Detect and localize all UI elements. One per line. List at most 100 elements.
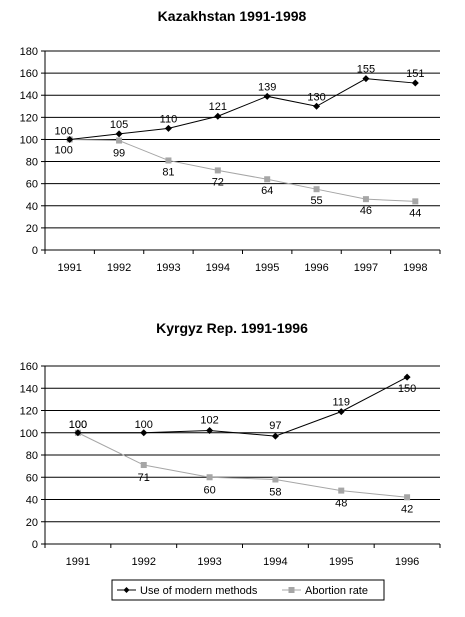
kazakhstan-chart: Kazakhstan 1991-1998 0 20 40 60 80 100 120 140 1… (20, 8, 441, 274)
y-tick-label: 80 (26, 157, 38, 169)
series-line-modern-methods (77, 376, 408, 437)
data-label-abortion-rate: 71 (138, 472, 150, 484)
y-tick-label: 80 (26, 450, 38, 462)
data-point-modern-methods (411, 79, 419, 87)
kazakhstan-chart-title: Kazakhstan 1991-1998 (158, 8, 307, 24)
y-tick-label: 180 (20, 46, 38, 58)
x-tick-label: 1997 (354, 262, 378, 274)
data-point-modern-methods (362, 75, 370, 83)
data-point-modern-methods (403, 373, 411, 381)
series-line-modern-methods (69, 78, 416, 140)
data-label-abortion-rate: 100 (69, 419, 87, 431)
x-tick-label: 1993 (156, 262, 180, 274)
data-label-modern-methods: 100 (135, 419, 153, 431)
data-label-abortion-rate: 46 (360, 205, 372, 217)
data-point-abortion-rate (313, 186, 320, 193)
data-point-modern-methods (271, 432, 279, 440)
data-point-abortion-rate (404, 494, 411, 501)
data-label-abortion-rate: 44 (409, 207, 421, 219)
data-point-modern-methods (337, 408, 345, 416)
data-label-abortion-rate: 58 (269, 486, 281, 498)
y-tick-label: 120 (20, 406, 38, 418)
x-tick-label: 1992 (107, 262, 131, 274)
data-point-modern-methods (313, 102, 321, 110)
y-tick-label: 100 (20, 428, 38, 440)
x-tick-label: 1992 (132, 556, 156, 568)
x-tick-label: 1994 (263, 556, 287, 568)
data-point-modern-methods (164, 124, 172, 132)
data-label-abortion-rate: 64 (261, 185, 273, 197)
legend-box (111, 579, 385, 601)
data-label-abortion-rate: 72 (212, 176, 224, 188)
data-label-modern-methods: 110 (160, 113, 178, 125)
legend-marker-modern-methods (123, 587, 130, 593)
y-tick-label: 60 (26, 472, 38, 484)
data-label-modern-methods: 150 (398, 383, 416, 395)
legend: Use of modern methods Abortion rate (111, 579, 385, 601)
x-tick-label: 1998 (403, 262, 427, 274)
data-label-modern-methods: 119 (332, 397, 350, 409)
data-label-modern-methods: 130 (307, 91, 325, 103)
data-label-modern-methods: 155 (357, 64, 375, 76)
y-tick-label: 40 (26, 201, 38, 213)
data-label-modern-methods: 97 (269, 420, 281, 432)
data-label-abortion-rate: 42 (401, 503, 413, 515)
data-label-abortion-rate: 99 (113, 148, 125, 160)
data-point-modern-methods (140, 429, 148, 437)
data-point-abortion-rate (272, 476, 279, 483)
data-label-abortion-rate: 60 (203, 484, 215, 496)
data-point-modern-methods (263, 92, 271, 100)
data-point-abortion-rate (206, 474, 213, 481)
data-label-modern-methods: 121 (209, 101, 227, 113)
kyrgyz-chart: Kyrgyz Rep. 1991-1996 0 20 40 60 80 100 120 140… (20, 320, 441, 568)
data-label-modern-methods: 100 (69, 419, 87, 431)
y-tick-label: 120 (20, 112, 38, 124)
series-line-abortion-rate (69, 138, 416, 202)
data-point-modern-methods (206, 427, 214, 435)
data-point-abortion-rate (264, 176, 271, 183)
data-point-modern-methods (66, 135, 74, 143)
x-tick-label: 1995 (255, 262, 279, 274)
x-tick-label: 1996 (304, 262, 328, 274)
data-label-modern-methods: 100 (55, 125, 73, 137)
data-label-modern-methods: 139 (258, 81, 276, 93)
data-point-modern-methods (214, 112, 222, 120)
y-tick-label: 60 (26, 179, 38, 191)
legend-label-modern-methods: Use of modern methods (140, 585, 258, 597)
data-point-modern-methods (115, 130, 123, 138)
data-point-abortion-rate (140, 462, 147, 469)
data-point-abortion-rate (362, 196, 369, 203)
y-tick-label: 0 (32, 245, 38, 257)
series-line-abortion-rate (77, 432, 408, 498)
data-point-abortion-rate (116, 137, 123, 144)
data-label-abortion-rate: 100 (55, 144, 73, 156)
y-tick-label: 140 (20, 90, 38, 102)
y-tick-label: 20 (26, 517, 38, 529)
data-point-abortion-rate (338, 487, 345, 494)
x-tick-label: 1994 (206, 262, 230, 274)
y-tick-label: 20 (26, 223, 38, 235)
legend-label-abortion-rate: Abortion rate (305, 585, 368, 597)
data-point-abortion-rate (214, 167, 221, 174)
data-point-abortion-rate (165, 157, 172, 164)
x-tick-label: 1991 (66, 556, 90, 568)
data-point-abortion-rate (412, 198, 419, 205)
y-tick-label: 160 (20, 68, 38, 80)
y-tick-label: 0 (32, 539, 38, 551)
legend-marker-abortion-rate (288, 587, 295, 593)
kyrgyz-chart-title: Kyrgyz Rep. 1991-1996 (156, 320, 308, 336)
y-tick-label: 160 (20, 361, 38, 373)
data-label-modern-methods: 102 (200, 415, 218, 427)
y-tick-label: 140 (20, 383, 38, 395)
data-label-modern-methods: 105 (110, 119, 128, 131)
data-point-modern-methods (74, 429, 82, 437)
data-label-abortion-rate: 81 (162, 166, 174, 178)
x-tick-label: 1996 (395, 556, 419, 568)
x-tick-label: 1995 (329, 556, 353, 568)
data-label-abortion-rate: 55 (310, 195, 322, 207)
y-tick-label: 40 (26, 495, 38, 507)
x-tick-label: 1993 (197, 556, 221, 568)
y-tick-label: 100 (20, 134, 38, 146)
x-tick-label: 1991 (57, 262, 81, 274)
